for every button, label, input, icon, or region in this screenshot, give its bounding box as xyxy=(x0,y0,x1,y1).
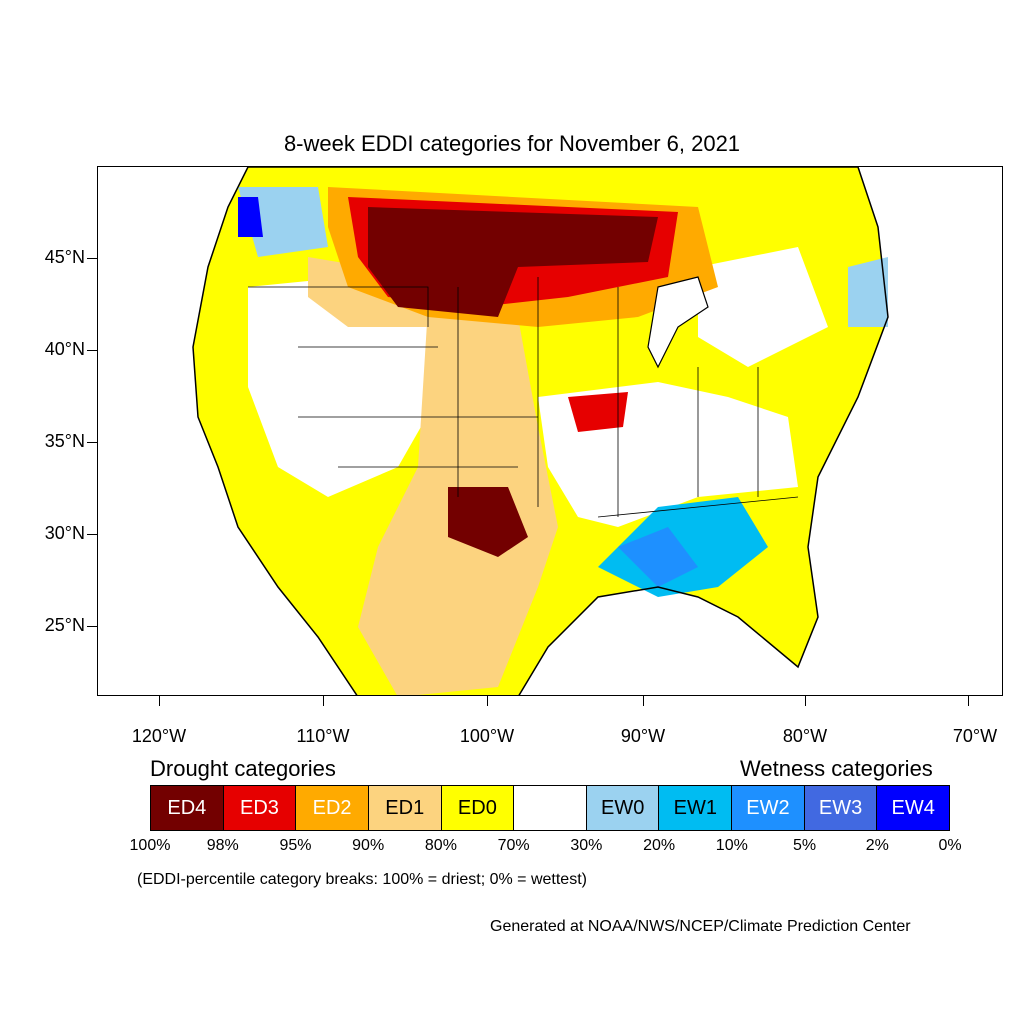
legend-break-label: 2% xyxy=(865,837,889,854)
lon-tickmark xyxy=(323,696,324,706)
lat-tickmark xyxy=(87,258,97,259)
lat-tick-45: 45°N xyxy=(44,247,85,267)
legend-break-label: 80% xyxy=(424,837,457,854)
legend-swatch-normal xyxy=(514,786,587,830)
lat-tick-30: 30°N xyxy=(44,523,85,543)
lon-tickmark xyxy=(805,696,806,706)
map-panel xyxy=(97,166,1003,696)
legend-break-label: 100% xyxy=(129,837,171,854)
lat-tickmark xyxy=(87,350,97,351)
lon-tickmark xyxy=(487,696,488,706)
region-ew2-se xyxy=(618,527,698,587)
legend-swatch-ew1: EW1 xyxy=(659,786,733,830)
legend-break-label: 98% xyxy=(206,837,239,854)
lon-tickmark xyxy=(159,696,160,706)
lon-tick-90: 90°W xyxy=(620,726,666,746)
lon-tick-100: 100°W xyxy=(459,726,515,746)
region-ew4-nw xyxy=(238,197,263,237)
legend-colorbar: ED4 ED3 ED2 ED1 ED0 EW0 EW1 EW2 EW3 EW4 xyxy=(150,785,950,831)
lat-tickmark xyxy=(87,626,97,627)
legend-swatch-ed2: ED2 xyxy=(296,786,369,830)
lat-tick-40: 40°N xyxy=(44,339,85,359)
lat-tick-35: 35°N xyxy=(44,431,85,451)
region-ew-ne xyxy=(848,257,888,327)
legend-swatch-ew2: EW2 xyxy=(732,786,805,830)
great-lakes xyxy=(647,276,709,369)
region-ed3-ia xyxy=(568,392,628,432)
credit-line: Generated at NOAA/NWS/NCEP/Climate Predi… xyxy=(490,918,911,935)
region-normal-west xyxy=(248,277,438,497)
lat-tick-25: 25°N xyxy=(44,615,85,635)
legend-break-label: 95% xyxy=(279,837,312,854)
legend-swatch-ed0: ED0 xyxy=(441,786,515,830)
lon-tick-80: 80°W xyxy=(782,726,828,746)
legend-swatch-ew0: EW0 xyxy=(586,786,660,830)
legend-break-label: 90% xyxy=(352,837,385,854)
wetness-heading: Wetness categories xyxy=(740,756,933,781)
region-ew-nw xyxy=(238,187,328,257)
legend-break-label: 20% xyxy=(643,837,676,854)
region-normal-ne xyxy=(698,247,828,367)
coastline xyxy=(192,167,889,695)
legend-swatch-ed3: ED3 xyxy=(223,786,297,830)
lon-tick-120: 120°W xyxy=(131,726,187,746)
legend-break-label: 30% xyxy=(570,837,603,854)
legend-break-label: 0% xyxy=(938,837,962,854)
map-title: 8-week EDDI categories for November 6, 2… xyxy=(283,131,741,156)
lon-tick-110: 110°W xyxy=(296,726,350,746)
lon-tickmark xyxy=(643,696,644,706)
legend-break-label: 5% xyxy=(792,837,817,854)
legend-swatch-ew4: EW4 xyxy=(877,786,950,830)
legend-swatch-ed1: ED1 xyxy=(368,786,442,830)
legend-swatch-ed4: ED4 xyxy=(151,786,224,830)
region-ed4-tx xyxy=(448,487,528,557)
eddi-map xyxy=(192,167,889,695)
state-boundaries xyxy=(248,277,799,518)
legend-break-label: 10% xyxy=(715,837,748,854)
legend-break-label: 70% xyxy=(497,837,530,854)
lon-tick-70: 70°W xyxy=(952,726,998,746)
lat-tickmark xyxy=(87,442,97,443)
drought-heading: Drought categories xyxy=(150,756,336,781)
lat-tickmark xyxy=(87,534,97,535)
lon-tickmark xyxy=(968,696,969,706)
region-ed4-north xyxy=(368,207,658,317)
category-note: (EDDI-percentile category breaks: 100% =… xyxy=(137,871,587,888)
legend-swatch-ew3: EW3 xyxy=(804,786,878,830)
